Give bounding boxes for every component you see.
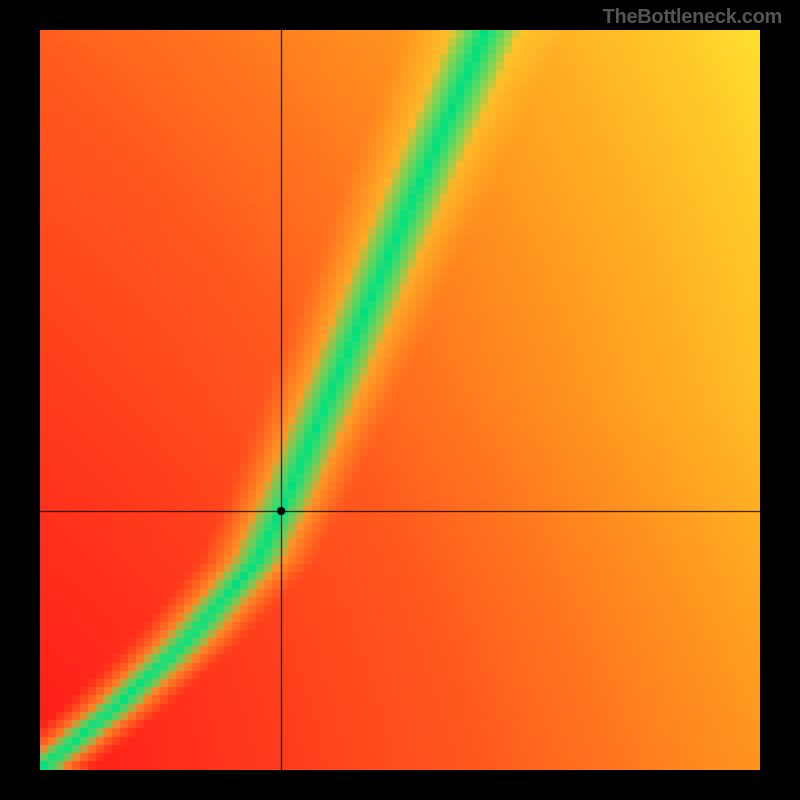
watermark-text: TheBottleneck.com <box>603 6 782 29</box>
heatmap-canvas <box>40 30 760 770</box>
chart-frame: TheBottleneck.com <box>0 0 800 800</box>
